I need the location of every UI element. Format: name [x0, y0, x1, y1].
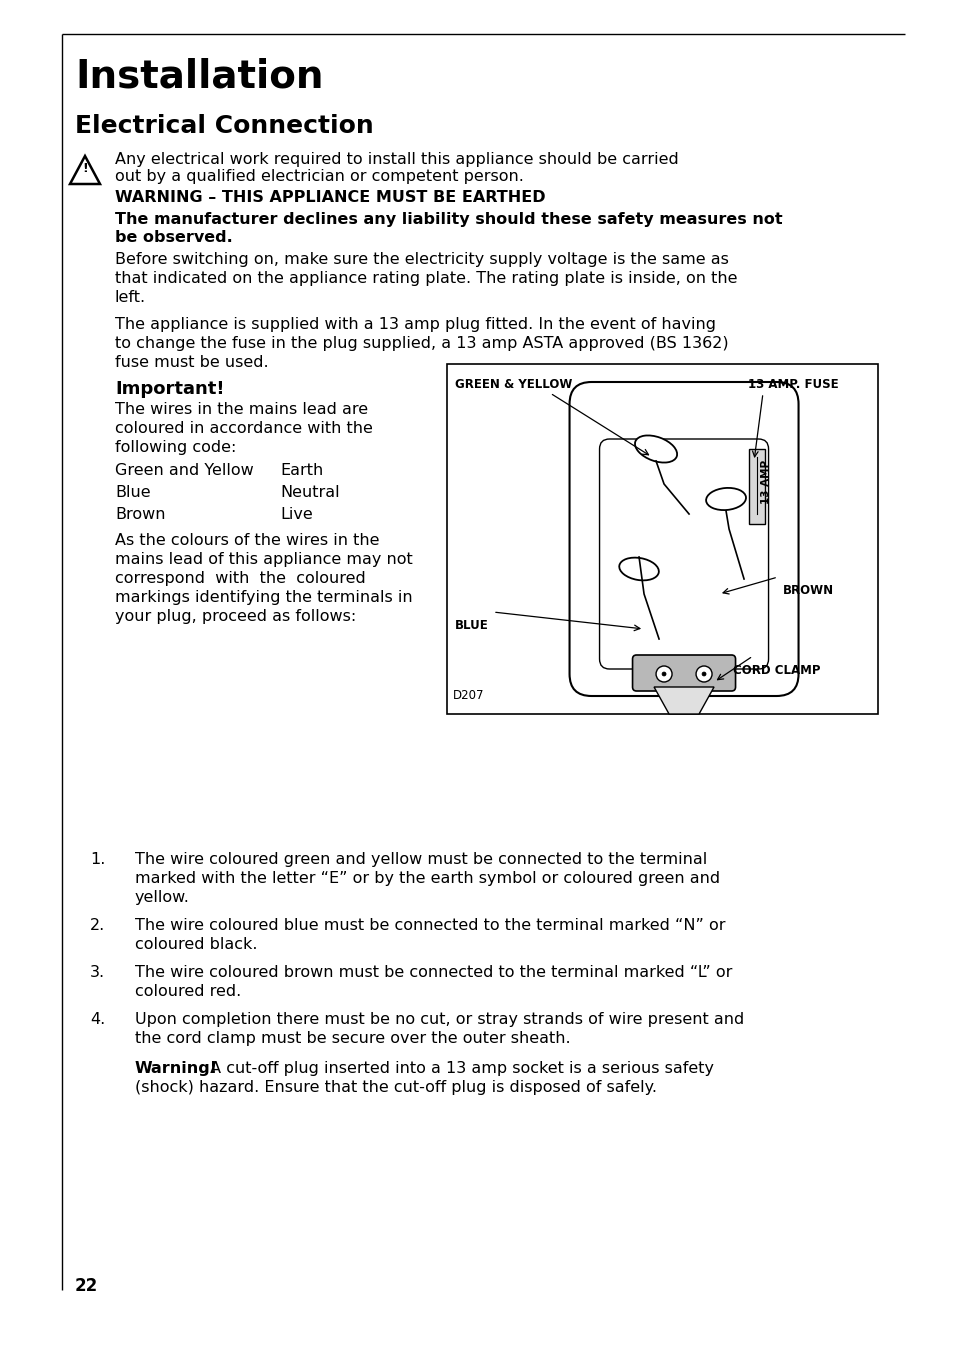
Text: Brown: Brown	[115, 507, 165, 522]
Text: fuse must be used.: fuse must be used.	[115, 356, 269, 370]
Text: 22: 22	[75, 1278, 98, 1295]
Text: CORD CLAMP: CORD CLAMP	[732, 664, 820, 677]
Text: correspond  with  the  coloured: correspond with the coloured	[115, 571, 365, 585]
Text: Important!: Important!	[115, 380, 224, 397]
Text: Neutral: Neutral	[280, 485, 339, 500]
Text: !: !	[82, 162, 88, 174]
Text: 1.: 1.	[90, 852, 105, 867]
Bar	[748, 449, 764, 525]
Text: The wire coloured blue must be connected to the terminal marked “N” or: The wire coloured blue must be connected…	[135, 918, 724, 933]
Text: coloured black.: coloured black.	[135, 937, 257, 952]
Text: Earth: Earth	[280, 462, 323, 479]
Text: The manufacturer declines any liability should these safety measures not: The manufacturer declines any liability …	[115, 212, 781, 227]
Text: A cut-off plug inserted into a 13 amp socket is a serious safety: A cut-off plug inserted into a 13 amp so…	[205, 1061, 713, 1076]
Text: 2.: 2.	[90, 918, 105, 933]
Text: Blue: Blue	[115, 485, 151, 500]
Text: out by a qualified electrician or competent person.: out by a qualified electrician or compet…	[115, 169, 523, 184]
Bar	[447, 364, 877, 714]
Text: Warning!: Warning!	[135, 1061, 218, 1076]
Text: Green and Yellow: Green and Yellow	[115, 462, 253, 479]
Text: mains lead of this appliance may not: mains lead of this appliance may not	[115, 552, 413, 566]
Text: your plug, proceed as follows:: your plug, proceed as follows:	[115, 608, 355, 625]
Text: As the colours of the wires in the: As the colours of the wires in the	[115, 533, 379, 548]
Text: WARNING – THIS APPLIANCE MUST BE EARTHED: WARNING – THIS APPLIANCE MUST BE EARTHED	[115, 191, 545, 206]
Text: markings identifying the terminals in: markings identifying the terminals in	[115, 589, 413, 604]
Text: Upon completion there must be no cut, or stray strands of wire present and: Upon completion there must be no cut, or…	[135, 1013, 743, 1028]
Text: Any electrical work required to install this appliance should be carried: Any electrical work required to install …	[115, 151, 678, 168]
Text: yellow.: yellow.	[135, 890, 190, 904]
Circle shape	[696, 667, 711, 681]
Text: 4.: 4.	[90, 1013, 105, 1028]
Polygon shape	[654, 687, 713, 714]
Text: coloured in accordance with the: coloured in accordance with the	[115, 420, 373, 435]
FancyBboxPatch shape	[598, 439, 768, 669]
Text: Before switching on, make sure the electricity supply voltage is the same as: Before switching on, make sure the elect…	[115, 251, 728, 266]
Text: 13 AMP. FUSE: 13 AMP. FUSE	[747, 379, 838, 391]
Text: Installation: Installation	[75, 57, 323, 95]
Text: left.: left.	[115, 289, 146, 306]
Text: The wire coloured green and yellow must be connected to the terminal: The wire coloured green and yellow must …	[135, 852, 706, 867]
Text: (shock) hazard. Ensure that the cut-off plug is disposed of safely.: (shock) hazard. Ensure that the cut-off …	[135, 1080, 657, 1095]
Text: GREEN & YELLOW: GREEN & YELLOW	[455, 379, 572, 391]
Circle shape	[701, 672, 705, 676]
Text: Live: Live	[280, 507, 313, 522]
Circle shape	[661, 672, 665, 676]
Text: BROWN: BROWN	[782, 584, 833, 598]
Ellipse shape	[618, 557, 659, 580]
Text: D207: D207	[453, 690, 484, 702]
Text: The wires in the mains lead are: The wires in the mains lead are	[115, 402, 368, 416]
Text: be observed.: be observed.	[115, 230, 233, 245]
Text: following code:: following code:	[115, 439, 236, 456]
Text: to change the fuse in the plug supplied, a 13 amp ASTA approved (BS 1362): to change the fuse in the plug supplied,…	[115, 337, 728, 352]
Text: 3.: 3.	[90, 965, 105, 980]
Text: The wire coloured brown must be connected to the terminal marked “L” or: The wire coloured brown must be connecte…	[135, 965, 732, 980]
FancyBboxPatch shape	[569, 383, 798, 696]
Text: BLUE: BLUE	[455, 619, 488, 631]
Text: Electrical Connection: Electrical Connection	[75, 114, 374, 138]
FancyBboxPatch shape	[632, 654, 735, 691]
Text: the cord clamp must be secure over the outer sheath.: the cord clamp must be secure over the o…	[135, 1032, 570, 1046]
Text: coloured red.: coloured red.	[135, 984, 241, 999]
Ellipse shape	[705, 488, 745, 510]
Ellipse shape	[635, 435, 677, 462]
Text: 13 AMP: 13 AMP	[760, 460, 770, 504]
Text: The appliance is supplied with a 13 amp plug fitted. In the event of having: The appliance is supplied with a 13 amp …	[115, 316, 716, 333]
Text: marked with the letter “E” or by the earth symbol or coloured green and: marked with the letter “E” or by the ear…	[135, 871, 720, 886]
Circle shape	[656, 667, 671, 681]
Text: that indicated on the appliance rating plate. The rating plate is inside, on the: that indicated on the appliance rating p…	[115, 270, 737, 287]
